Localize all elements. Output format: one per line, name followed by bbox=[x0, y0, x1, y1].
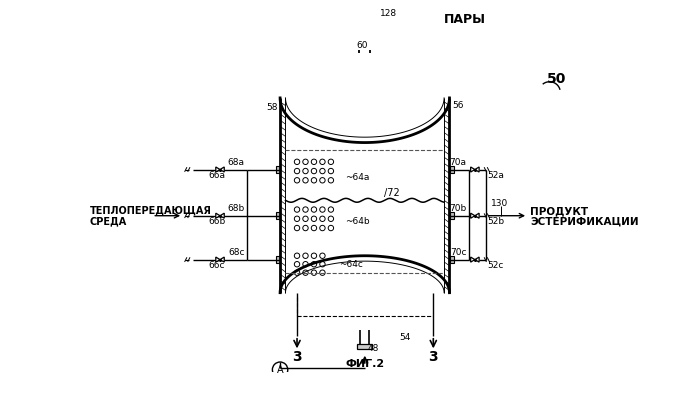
Polygon shape bbox=[220, 213, 224, 218]
Bar bbox=[276, 212, 280, 219]
Text: 60: 60 bbox=[356, 41, 368, 50]
Polygon shape bbox=[470, 257, 475, 262]
Polygon shape bbox=[220, 167, 224, 172]
Text: СРЕДА: СРЕДА bbox=[90, 216, 127, 226]
Text: ЭСТЕРИФИКАЦИИ: ЭСТЕРИФИКАЦИИ bbox=[531, 216, 639, 226]
Text: 70b: 70b bbox=[449, 204, 466, 213]
Text: 52a: 52a bbox=[487, 171, 504, 180]
Polygon shape bbox=[220, 257, 224, 262]
Text: ФИГ.2: ФИГ.2 bbox=[345, 359, 384, 370]
Bar bbox=[276, 166, 280, 173]
Text: 52b: 52b bbox=[487, 217, 505, 227]
Text: 66c: 66c bbox=[208, 261, 225, 270]
Text: ПАРЫ: ПАРЫ bbox=[444, 13, 486, 26]
Polygon shape bbox=[216, 213, 220, 218]
Polygon shape bbox=[216, 167, 220, 172]
Text: 70c: 70c bbox=[450, 248, 466, 257]
Bar bbox=[356, 32, 373, 36]
Text: 68c: 68c bbox=[228, 248, 245, 257]
Text: 48: 48 bbox=[367, 344, 378, 354]
Bar bbox=[357, 344, 373, 349]
Polygon shape bbox=[216, 257, 220, 262]
Polygon shape bbox=[475, 167, 479, 172]
Text: 54: 54 bbox=[399, 333, 411, 342]
Bar bbox=[450, 166, 454, 173]
Bar bbox=[276, 256, 280, 263]
Text: 130: 130 bbox=[491, 199, 508, 208]
Text: 66a: 66a bbox=[208, 171, 226, 180]
Bar bbox=[450, 212, 454, 219]
Text: 68a: 68a bbox=[228, 158, 245, 167]
Text: 50: 50 bbox=[547, 72, 567, 87]
Text: 58: 58 bbox=[266, 103, 278, 112]
Text: 3: 3 bbox=[428, 350, 438, 364]
Polygon shape bbox=[475, 257, 479, 262]
Bar bbox=[450, 256, 454, 263]
Polygon shape bbox=[470, 213, 475, 218]
Text: 128: 128 bbox=[380, 9, 397, 18]
Text: 70a: 70a bbox=[449, 158, 466, 167]
Text: ~64b: ~64b bbox=[345, 217, 369, 227]
Text: ~64a: ~64a bbox=[345, 173, 369, 182]
Text: 68b: 68b bbox=[227, 204, 245, 213]
Text: 52c: 52c bbox=[487, 261, 503, 270]
Text: 66b: 66b bbox=[208, 217, 226, 227]
Polygon shape bbox=[470, 167, 475, 172]
Text: A: A bbox=[277, 365, 283, 375]
Text: /72: /72 bbox=[384, 188, 400, 198]
Text: 3: 3 bbox=[292, 350, 302, 364]
Text: 56: 56 bbox=[452, 101, 464, 110]
Text: ~64c: ~64c bbox=[340, 260, 363, 269]
Text: ТЕПЛОПЕРЕДАЮЩАЯ: ТЕПЛОПЕРЕДАЮЩАЯ bbox=[90, 205, 212, 215]
Polygon shape bbox=[475, 213, 479, 218]
Text: ПРОДУКТ: ПРОДУКТ bbox=[531, 206, 589, 216]
